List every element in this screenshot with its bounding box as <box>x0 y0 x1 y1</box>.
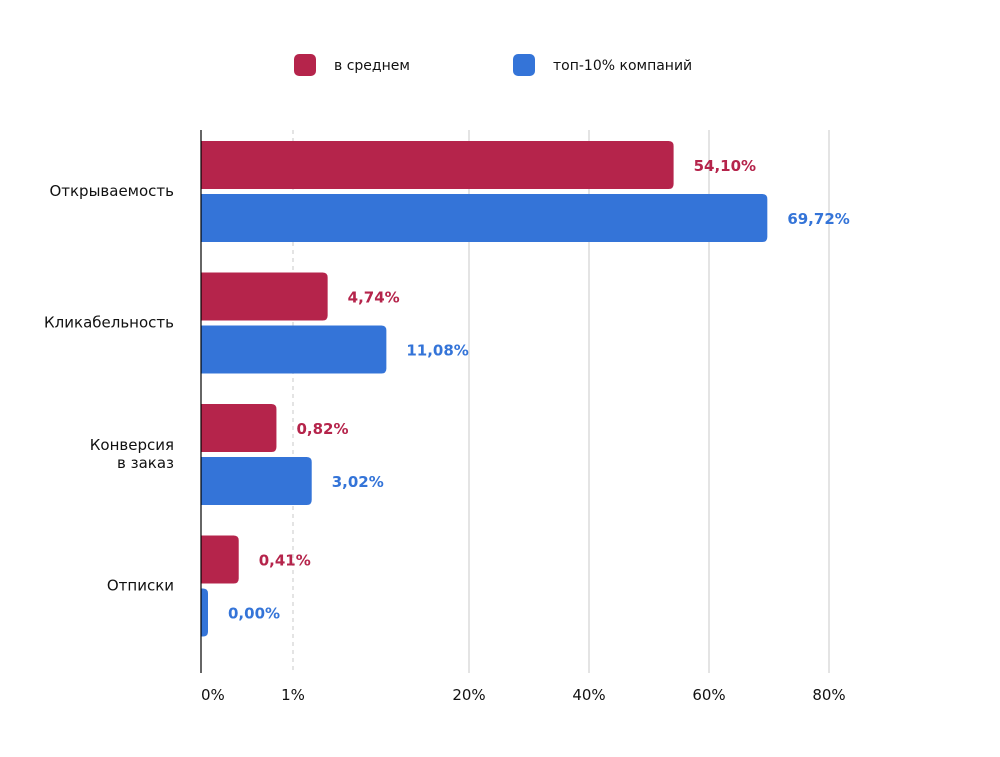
legend-label: в среднем <box>334 58 410 74</box>
legend-label: топ-10% компаний <box>553 58 692 74</box>
legend-swatch <box>294 54 316 76</box>
x-tick-label: 20% <box>452 686 485 704</box>
data-label: 3,02% <box>332 473 384 491</box>
x-tick-label: 80% <box>812 686 845 704</box>
legend-swatch <box>513 54 535 76</box>
category-label: Отписки <box>107 577 174 595</box>
category-label: Открываемость <box>49 182 174 200</box>
data-label: 4,74% <box>348 289 400 307</box>
data-label: 0,41% <box>259 552 311 570</box>
x-tick-label: 0% <box>201 686 225 704</box>
category-label: Конверсия <box>90 436 174 454</box>
bar <box>201 457 312 505</box>
bar <box>201 588 208 637</box>
bar <box>201 272 328 321</box>
x-tick-label: 1% <box>281 686 305 704</box>
bar <box>201 325 387 374</box>
data-label: 54,10% <box>694 157 756 175</box>
bar <box>201 535 239 584</box>
data-label: 0,82% <box>296 420 348 438</box>
data-label: 69,72% <box>787 210 849 228</box>
x-tick-label: 60% <box>692 686 725 704</box>
category-label: в заказ <box>117 454 174 472</box>
category-label: Кликабельность <box>44 314 174 332</box>
bar <box>201 141 674 189</box>
data-label: 11,08% <box>406 342 468 360</box>
bar <box>201 404 277 452</box>
bar <box>201 194 768 242</box>
data-label: 0,00% <box>228 605 280 623</box>
x-tick-label: 40% <box>572 686 605 704</box>
